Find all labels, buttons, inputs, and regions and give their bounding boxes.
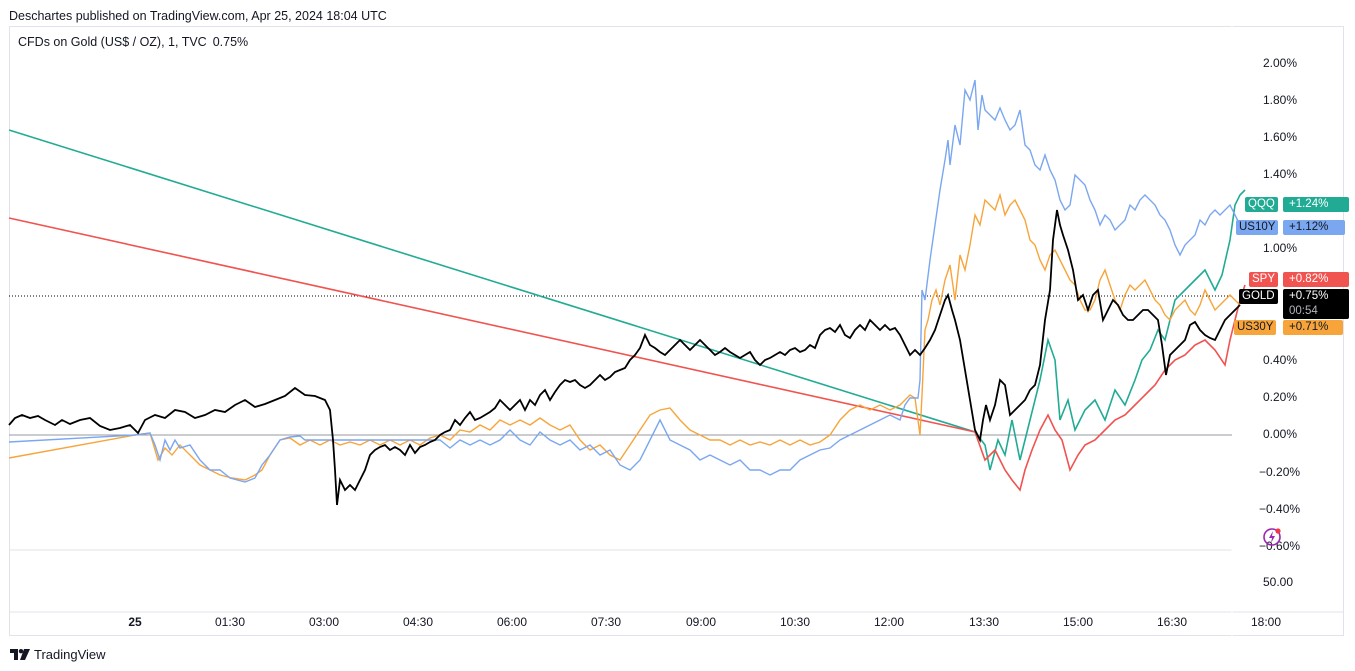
badge-name: US10Y bbox=[1236, 220, 1279, 235]
x-tick: 10:30 bbox=[779, 615, 811, 629]
x-tick: 15:00 bbox=[1062, 615, 1094, 629]
y-tick: 1.80% bbox=[1263, 93, 1298, 107]
y-tick: 1.60% bbox=[1263, 130, 1298, 144]
badge-value: +1.24% bbox=[1283, 197, 1349, 212]
badge-value: +0.71% bbox=[1283, 320, 1343, 335]
badge-name: QQQ bbox=[1245, 197, 1278, 212]
chart-legend[interactable]: CFDs on Gold (US$ / OZ), 1, TVC 0.75% bbox=[18, 35, 248, 49]
series-us30y-line bbox=[8, 192, 1241, 481]
series-spy-line bbox=[8, 217, 1246, 492]
y-tick: 0.20% bbox=[1263, 390, 1298, 404]
badge-name: US30Y bbox=[1234, 320, 1277, 335]
tradingview-logo-icon bbox=[10, 649, 30, 660]
y-tick: 1.00% bbox=[1263, 241, 1298, 255]
y-tick: 1.40% bbox=[1263, 167, 1298, 181]
x-tick: 12:00 bbox=[873, 615, 905, 629]
x-tick: 09:00 bbox=[685, 615, 717, 629]
x-tick: 06:00 bbox=[496, 615, 528, 629]
y-tick: −0.40% bbox=[1259, 502, 1301, 516]
gold-price-value: +0.75% bbox=[1289, 290, 1329, 302]
badge-name: GOLD bbox=[1239, 289, 1278, 304]
x-tick: 01:30 bbox=[214, 615, 246, 629]
series-gold-line bbox=[8, 209, 1241, 506]
x-tick: 04:30 bbox=[402, 615, 434, 629]
badge-name: SPY bbox=[1249, 272, 1279, 287]
badge-value: +0.82% bbox=[1283, 272, 1349, 287]
badge-value: +0.75% 00:54 bbox=[1283, 289, 1349, 319]
legend-symbol: CFDs on Gold (US$ / OZ), 1, TVC bbox=[18, 35, 207, 49]
series-us10y-line bbox=[8, 79, 1241, 483]
badge-value: +1.12% bbox=[1283, 220, 1345, 235]
chart-frame bbox=[9, 26, 1344, 636]
y-tick: 2.00% bbox=[1263, 56, 1298, 70]
x-tick: 25 bbox=[128, 615, 142, 629]
series-qqq-line bbox=[8, 129, 1246, 471]
lightning-alert-icon[interactable] bbox=[1262, 527, 1282, 547]
lower-pane-tick: 50.00 bbox=[1263, 575, 1294, 589]
publish-info: Deschartes published on TradingView.com,… bbox=[9, 9, 387, 23]
x-tick: 07:30 bbox=[590, 615, 622, 629]
y-tick: −0.20% bbox=[1259, 465, 1301, 479]
x-tick: 18:00 bbox=[1250, 615, 1282, 629]
x-tick: 13:30 bbox=[968, 615, 1000, 629]
y-tick: 0.00% bbox=[1263, 427, 1298, 441]
x-tick: 03:00 bbox=[308, 615, 340, 629]
legend-value: 0.75% bbox=[212, 35, 249, 49]
x-tick: 16:30 bbox=[1156, 615, 1188, 629]
bar-countdown: 00:54 bbox=[1289, 305, 1318, 317]
y-tick: −0.60% bbox=[1259, 539, 1301, 550]
brand-label: TradingView bbox=[34, 647, 106, 662]
y-tick: 0.40% bbox=[1263, 353, 1298, 367]
tradingview-brand[interactable]: TradingView bbox=[10, 647, 106, 662]
